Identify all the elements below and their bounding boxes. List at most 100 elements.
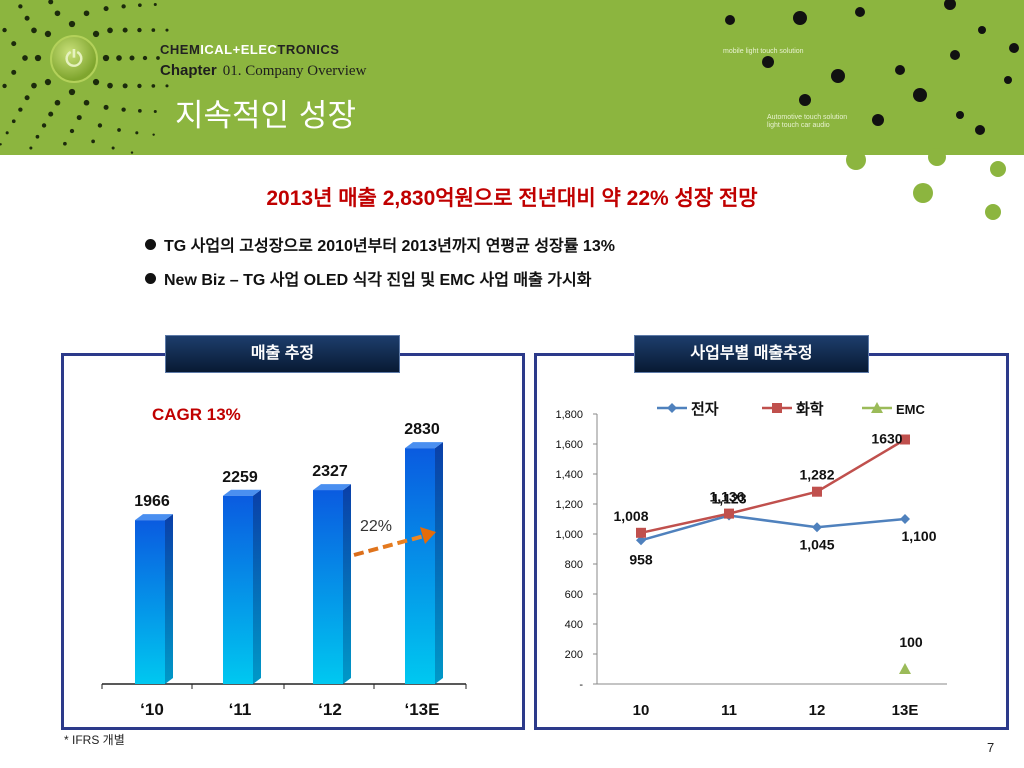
segment-panel: - 200 400 600 800 1,000 1,200 1,400 1,600 1,800 10… [534, 353, 1009, 730]
point-data-label: 1,282 [799, 467, 834, 483]
decorative-dot [76, 115, 82, 121]
x-tick-label: ‘13E [405, 700, 440, 719]
series-point [812, 486, 822, 497]
decorative-dot [846, 150, 866, 170]
decorative-dot [18, 107, 23, 112]
decorative-dot [24, 95, 30, 101]
decorative-dot [138, 108, 142, 113]
decorative-dot [950, 50, 960, 60]
decorative-dot [31, 27, 37, 34]
series-line-1 [640, 438, 906, 535]
series-point [899, 663, 911, 674]
decorative-dot [5, 131, 9, 135]
decorative-dot [135, 131, 139, 135]
decorative-dot [165, 84, 169, 88]
y-tick-label: 1,400 [555, 469, 583, 481]
decorative-dot [54, 10, 61, 17]
decorative-dot [111, 146, 115, 150]
decorative-dot [2, 83, 7, 89]
decorative-dot [130, 151, 134, 154]
point-data-label: 1630 [871, 431, 902, 447]
bar-data-label: 1966 [134, 493, 170, 510]
decorative-dot [18, 4, 23, 9]
y-tick-label: 600 [565, 589, 583, 601]
chapter-heading: Chapter 01. Company Overview [160, 62, 367, 79]
point-data-label: 1,008 [613, 508, 648, 524]
decorative-dot [83, 10, 90, 17]
decorative-dot [83, 99, 90, 106]
decorative-dot [117, 128, 121, 132]
decorative-dot [2, 27, 7, 33]
x-tick-label: ‘12 [318, 700, 342, 719]
decorative-dot [41, 123, 47, 128]
decorative-dot [122, 27, 128, 33]
series-point [724, 508, 734, 519]
page-title: 지속적인 성장 [175, 98, 356, 134]
growth-arrow [353, 534, 425, 557]
revenue-panel: 1966 ‘10 2259 ‘11 2327 ‘12 2830 ‘13E CAGR 13% 22% [61, 353, 525, 730]
revenue-bar-chart: 1966 ‘10 2259 ‘11 2327 ‘12 2830 ‘13E CAGR 13% 22% [101, 405, 467, 719]
header-tagline-1: mobile light touch solution [723, 48, 804, 55]
point-data-label: 100 [899, 634, 923, 650]
growth-annotation: 22% [360, 518, 392, 535]
bar-side-face [343, 484, 351, 684]
decorative-dot [913, 183, 933, 203]
decorative-dot [92, 78, 100, 86]
decorative-dot [978, 26, 986, 34]
x-tick-label: ‘11 [229, 700, 252, 719]
decorative-dot [107, 27, 113, 34]
decorative-dot [103, 104, 109, 110]
legend-marker [772, 403, 782, 413]
series-line-0 [640, 514, 906, 542]
revenue-panel-label: 매출 추정 [165, 335, 400, 373]
decorative-dot [990, 161, 1006, 177]
bullet-item: TG 사업의 고성장으로 2010년부터 2013년까지 연평균 성장률 13% [145, 236, 615, 270]
cagr-annotation: CAGR 13% [152, 405, 241, 424]
y-tick-label: 1,200 [555, 499, 583, 511]
point-data-label: 1,045 [799, 536, 834, 552]
header-tagline-3: light touch car audio [767, 122, 830, 129]
decorative-dot [151, 28, 156, 32]
decorative-dot [137, 83, 142, 89]
header-tagline-2: Automotive touch solution [767, 114, 848, 121]
decorative-dot [11, 69, 17, 75]
decorative-dot [142, 55, 148, 61]
decorative-dot [872, 114, 884, 126]
decorative-dot [102, 54, 110, 62]
decorative-dot [793, 11, 807, 25]
segment-line-chart: - 200 400 600 800 1,000 1,200 1,400 1,600 1,800 10… [555, 401, 947, 719]
series-point [900, 514, 910, 524]
decorative-dot [799, 94, 811, 106]
x-tick-label: 12 [809, 702, 826, 719]
x-tick-label: 11 [721, 702, 737, 719]
legend-marker [871, 402, 883, 413]
y-tick-label: 1,000 [555, 529, 583, 541]
y-tick-label: 800 [565, 559, 583, 571]
x-tick-label: 10 [633, 702, 650, 719]
decorative-dot [762, 56, 774, 68]
bar-top-face [223, 489, 261, 496]
y-tick-label: 400 [565, 619, 583, 631]
decorative-dot [121, 4, 126, 9]
footnote: * IFRS 개별 [64, 733, 125, 747]
decorative-dot [895, 65, 905, 75]
bar-data-label: 2259 [222, 469, 258, 486]
y-tick-label: 200 [565, 649, 583, 661]
decorative-dot [44, 30, 52, 38]
bar-top-face [405, 442, 443, 449]
decorative-dot [151, 84, 156, 88]
bar-side-face [253, 489, 261, 684]
decorative-dot [34, 54, 42, 62]
decorative-dot [68, 88, 76, 96]
bar-top-face [135, 514, 173, 521]
decorative-dot [122, 83, 128, 89]
company-logo-text: CHEMICAL+ELECTRONICS [160, 42, 340, 57]
decorative-dot [129, 55, 135, 61]
bar-side-face [435, 442, 443, 684]
decorative-dot [1004, 76, 1012, 84]
point-data-label: 1,100 [901, 528, 936, 544]
x-tick-label: 13E [892, 702, 919, 719]
growth-arrow-head [420, 527, 436, 544]
decorative-dot [63, 141, 67, 146]
decorative-dot [153, 2, 157, 7]
